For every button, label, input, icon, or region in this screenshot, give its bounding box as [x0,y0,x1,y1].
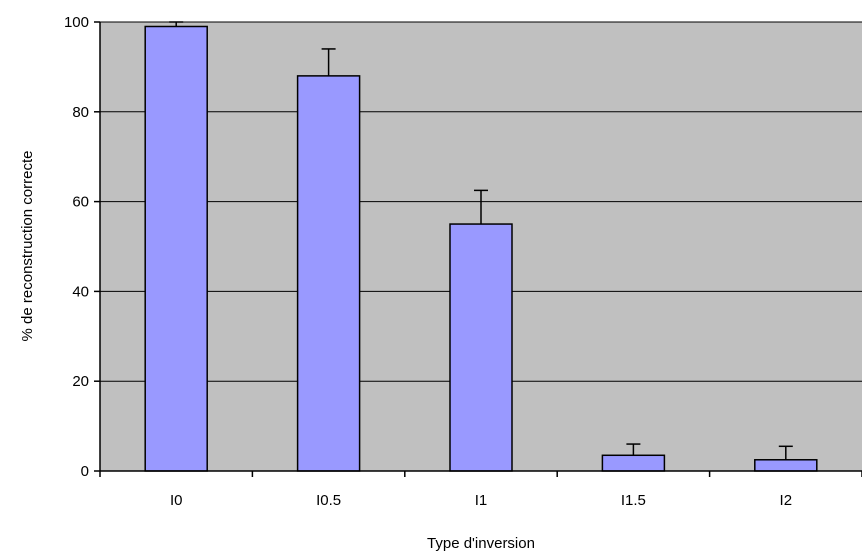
bar-I0.5 [296,75,361,472]
bar-I0 [144,25,208,472]
y-tick-label: 40 [72,283,89,300]
bar-I2 [754,459,818,472]
axes [94,21,862,477]
bar-I1.5 [601,454,666,472]
y-tick-label: 80 [72,104,89,121]
y-tick-label: 100 [64,14,89,31]
y-axis-title: % de reconstruction correcte [19,151,36,342]
x-tick-label-I0.5: I0.5 [316,492,341,509]
bar-I1 [449,223,513,472]
y-tick-label: 60 [72,194,89,211]
bars [144,25,818,472]
x-tick-label-I1.5: I1.5 [621,492,646,509]
x-tick-label-I2: I2 [780,492,793,509]
x-tick-label-I1: I1 [475,492,488,509]
x-tick-label-I0: I0 [170,492,183,509]
x-tick-labels: I0 I0.5 I1 I1.5 I2 [170,492,792,509]
error-bars [169,21,793,460]
y-tick-label: 20 [72,373,89,390]
y-tick-label: 0 [81,463,89,480]
y-tick-labels: 0 20 40 60 80 100 [64,14,89,480]
x-axis-title: Type d'inversion [427,535,535,552]
